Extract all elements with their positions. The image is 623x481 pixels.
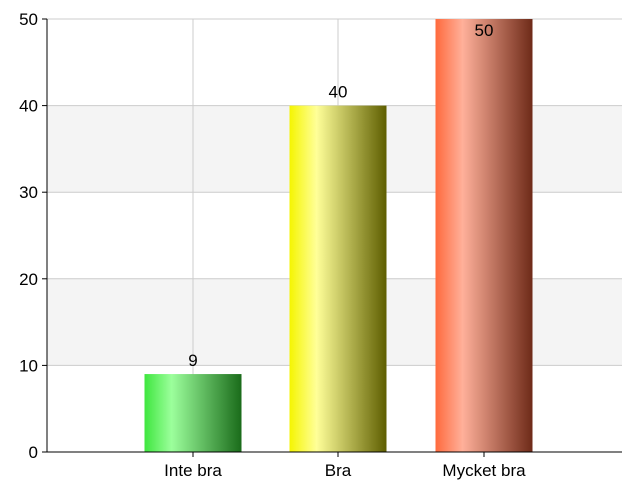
data-label-inte-bra: 9 <box>188 351 197 370</box>
y-tick-label-30: 30 <box>19 183 38 202</box>
y-tick-label-0: 0 <box>29 443 38 462</box>
y-tick-label-50: 50 <box>19 10 38 29</box>
y-tick-label-20: 20 <box>19 270 38 289</box>
y-tick-label-40: 40 <box>19 97 38 116</box>
y-tick-label-10: 10 <box>19 356 38 375</box>
x-tick-label-mycket-bra: Mycket bra <box>442 461 526 480</box>
data-label-mycket-bra: 50 <box>475 21 494 40</box>
bar-inte-bra <box>145 374 242 452</box>
x-tick-label-bra: Bra <box>325 461 352 480</box>
x-axis-ticks: Inte bra Bra Mycket bra <box>164 452 526 480</box>
x-tick-label-inte-bra: Inte bra <box>164 461 222 480</box>
data-label-bra: 40 <box>329 83 348 102</box>
bar-bra <box>290 106 387 452</box>
y-axis-ticks: 0 10 20 30 40 50 <box>19 10 47 462</box>
bar-mycket-bra <box>436 19 533 452</box>
